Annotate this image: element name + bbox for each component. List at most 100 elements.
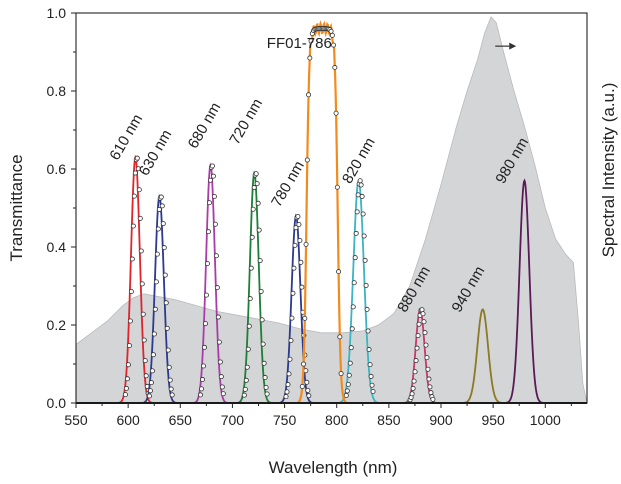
data-point — [200, 363, 206, 369]
data-point — [334, 184, 340, 190]
data-point — [163, 300, 169, 306]
data-point — [354, 209, 360, 215]
data-point — [150, 352, 156, 358]
x-tick-label: 800 — [325, 412, 349, 428]
data-point — [304, 379, 310, 385]
y2-axis-label: Spectral Intensity (a.u.) — [599, 83, 618, 258]
data-point — [427, 384, 433, 390]
data-point — [416, 321, 422, 327]
background-spectrum-layer — [75, 16, 588, 404]
y-tick-label: 0.4 — [47, 239, 67, 255]
data-point — [220, 391, 226, 397]
data-point — [286, 371, 292, 377]
data-point — [219, 384, 225, 390]
data-point — [287, 356, 293, 362]
series-940-nm — [459, 308, 506, 404]
x-tick-label: 1000 — [530, 412, 561, 428]
data-point — [419, 307, 425, 313]
data-point — [329, 32, 335, 38]
x-tick-label: 700 — [221, 412, 245, 428]
data-point — [199, 377, 205, 383]
data-point — [146, 393, 152, 399]
data-point — [166, 364, 172, 370]
data-point — [149, 368, 155, 374]
data-point — [299, 284, 305, 290]
data-point — [349, 326, 355, 332]
data-point — [308, 38, 314, 44]
data-point — [357, 178, 363, 184]
data-point — [369, 382, 375, 388]
data-point — [422, 330, 428, 336]
data-point — [132, 170, 138, 176]
data-point — [125, 362, 131, 368]
data-point — [140, 311, 146, 317]
data-point — [248, 265, 254, 271]
data-point — [262, 375, 268, 381]
data-point — [337, 334, 343, 340]
data-point — [130, 223, 136, 229]
data-point — [218, 374, 224, 380]
data-point — [361, 233, 367, 239]
data-point — [137, 215, 143, 221]
data-point — [358, 182, 364, 188]
data-point — [420, 311, 426, 317]
data-point — [250, 206, 256, 212]
data-point — [201, 344, 207, 350]
data-point — [331, 42, 337, 48]
data-point — [360, 211, 366, 217]
data-point — [217, 359, 223, 365]
data-point — [129, 256, 135, 262]
x-tick-label: 900 — [429, 412, 453, 428]
series-ff01-786 — [297, 20, 347, 404]
data-point — [241, 392, 247, 398]
data-point — [306, 393, 312, 399]
data-point — [364, 306, 370, 312]
data-point — [136, 187, 142, 193]
data-point — [304, 157, 310, 163]
data-point — [155, 226, 161, 232]
data-point — [307, 55, 313, 61]
data-point — [213, 253, 219, 259]
data-point — [134, 155, 140, 161]
data-point — [211, 194, 217, 200]
data-point — [328, 28, 334, 34]
data-point — [203, 292, 209, 298]
data-point — [353, 230, 359, 236]
data-point — [169, 392, 175, 398]
data-point — [285, 382, 291, 388]
data-point — [368, 373, 374, 379]
data-point — [289, 315, 295, 321]
data-point — [158, 194, 164, 200]
data-point — [160, 221, 166, 227]
y-tick-label: 0.6 — [47, 161, 67, 177]
data-point — [288, 338, 294, 344]
x-tick-label: 750 — [273, 412, 297, 428]
y-tick-label: 1.0 — [47, 5, 67, 21]
data-point — [412, 369, 418, 375]
data-point — [359, 193, 365, 199]
data-point — [249, 234, 255, 240]
data-point — [246, 323, 252, 329]
data-point — [122, 392, 128, 398]
data-point — [204, 261, 210, 267]
series-780-nm — [275, 213, 317, 404]
data-point — [168, 386, 174, 392]
series-line — [459, 308, 506, 404]
data-point — [430, 396, 436, 402]
data-point — [214, 285, 220, 291]
x-tick-label: 600 — [116, 412, 140, 428]
data-point — [362, 257, 368, 263]
series-label: 610 nm — [106, 111, 146, 163]
data-point — [215, 314, 221, 320]
data-point — [257, 258, 263, 264]
data-point — [297, 238, 303, 244]
data-point — [299, 383, 305, 389]
data-point — [425, 366, 431, 372]
data-point — [124, 376, 130, 382]
data-point — [292, 242, 298, 248]
data-point — [293, 225, 299, 231]
data-point — [411, 378, 417, 384]
data-point — [147, 388, 153, 394]
data-point — [295, 213, 301, 219]
series-label: 680 nm — [185, 100, 225, 152]
